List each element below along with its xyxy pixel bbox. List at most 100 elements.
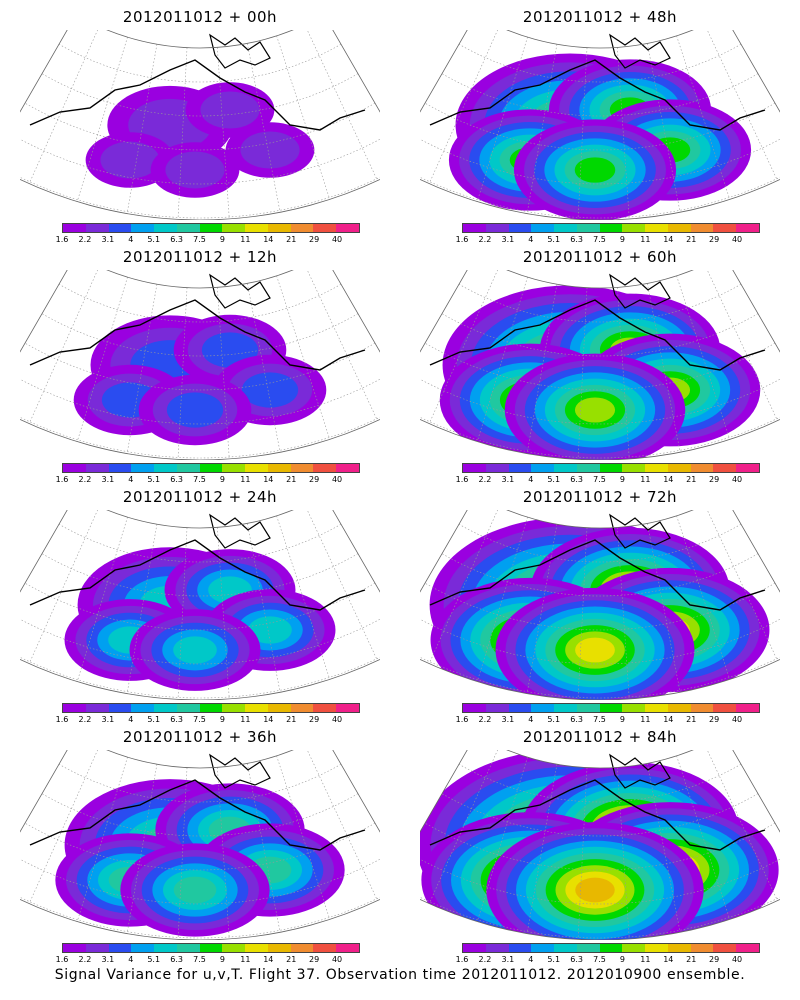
colorbar-swatch xyxy=(154,224,177,232)
colorbar-tick-label: 9 xyxy=(619,955,625,964)
colorbar-swatch xyxy=(622,464,646,472)
coastline xyxy=(429,59,766,131)
colorbar-tick-label: 40 xyxy=(731,235,743,244)
colorbar-swatch xyxy=(313,944,337,952)
colorbar-swatch xyxy=(222,944,246,952)
colorbar-swatch xyxy=(690,704,714,712)
colorbar-swatch xyxy=(176,224,200,232)
coastline xyxy=(429,779,766,851)
colorbar-tick-label: 5.1 xyxy=(547,715,561,724)
colorbar-tick-label: 29 xyxy=(309,235,320,244)
colorbar-swatch xyxy=(622,224,646,232)
forecast-map xyxy=(420,510,780,700)
panel-84h: 2012011012 + 84h 1.6 2.2 3.1 4 5.1 6.3 7.5 9 11 1… xyxy=(400,720,800,965)
colorbar-tick-label: 6.3 xyxy=(170,715,183,724)
colorbar-swatch xyxy=(599,944,623,952)
panel-title: 2012011012 + 84h xyxy=(522,728,678,746)
panel-36h: 2012011012 + 36h 1.6 2.2 3.1 4 5.1 6.3 7.5 9 11 1… xyxy=(0,720,400,965)
colorbar-tick-label: 40 xyxy=(331,475,343,484)
panel-60h: 2012011012 + 60h 1.6 2.2 3.1 4 5.1 6.3 7.5 9 11 1… xyxy=(400,240,800,485)
variance-field xyxy=(448,53,752,220)
colorbar-swatch xyxy=(131,224,155,232)
graticule xyxy=(420,750,780,940)
variance-field xyxy=(55,779,345,937)
colorbar-tick-label: 14 xyxy=(663,715,674,724)
map-boundary xyxy=(20,270,380,460)
forecast-map xyxy=(20,30,380,220)
colorbar-swatch xyxy=(645,944,668,952)
colorbar-swatch xyxy=(736,944,759,952)
colorbar-tick-label: 4 xyxy=(528,475,534,484)
colorbar-swatch xyxy=(199,704,223,712)
colorbar-swatch xyxy=(736,464,759,472)
colorbar-swatch xyxy=(667,224,691,232)
variance-contour xyxy=(165,151,225,189)
colorbar-tick-label: 11 xyxy=(640,715,651,724)
colorbar-tick-label: 21 xyxy=(286,715,297,724)
colorbar-swatch xyxy=(667,704,691,712)
colorbar-tick-label: 1.6 xyxy=(455,715,469,724)
colorbar-tick-label: 2.2 xyxy=(78,475,92,484)
colorbar-swatch xyxy=(267,944,291,952)
colorbar-tick-label: 1.6 xyxy=(455,475,469,484)
colorbar-tick-label: 14 xyxy=(263,715,274,724)
variance-contour xyxy=(173,636,217,664)
colorbar-tick-label: 3.1 xyxy=(501,475,515,484)
colorbar-tick-label: 5.1 xyxy=(147,235,161,244)
colorbar-tick-label: 4 xyxy=(128,235,134,244)
arctic-islands xyxy=(209,273,271,309)
colorbar-swatch xyxy=(599,224,623,232)
colorbar-tick-label: 11 xyxy=(240,475,251,484)
colorbar-tick-label: 4 xyxy=(128,475,134,484)
colorbar-tick-label: 5.1 xyxy=(547,235,561,244)
colorbar-tick-label: 40 xyxy=(331,235,343,244)
colorbar-tick-label: 11 xyxy=(240,955,251,964)
colorbar-swatch xyxy=(199,224,223,232)
colorbar-swatch xyxy=(267,704,291,712)
colorbar-swatch xyxy=(313,704,337,712)
colorbar-tick-label: 1.6 xyxy=(55,475,69,484)
colorbar-swatch xyxy=(690,944,714,952)
arctic-islands xyxy=(209,513,271,549)
colorbar-tick-label: 14 xyxy=(263,475,274,484)
variance-field xyxy=(429,517,770,700)
colorbar-tick-label: 4 xyxy=(528,955,534,964)
arctic-islands xyxy=(609,273,671,309)
colorbar-tick-label: 7.5 xyxy=(193,235,206,244)
panel-title: 2012011012 + 24h xyxy=(122,488,278,506)
colorbar-ticks: 1.6 2.2 3.1 4 5.1 6.3 7.5 9 11 14 21 29 40 xyxy=(456,715,760,725)
map-boundary xyxy=(420,270,780,460)
colorbar-tick-label: 29 xyxy=(709,235,720,244)
colorbar-swatch xyxy=(485,464,509,472)
colorbar-tick-label: 4 xyxy=(128,715,134,724)
figure-caption: Signal Variance for u,v,T. Flight 37. Ob… xyxy=(54,967,746,983)
colorbar-swatch xyxy=(485,944,509,952)
colorbar-tick-label: 5.1 xyxy=(147,955,161,964)
colorbar-tick-label: 40 xyxy=(731,955,743,964)
graticule xyxy=(20,270,380,460)
colorbar-tick-label: 3.1 xyxy=(101,955,115,964)
colorbar-tick-label: 21 xyxy=(686,475,697,484)
colorbar xyxy=(462,703,760,713)
variance-field xyxy=(73,314,327,446)
colorbar-swatch xyxy=(85,944,109,952)
graticule xyxy=(20,750,380,940)
variance-contour xyxy=(100,141,160,179)
colorbar-swatch xyxy=(576,464,600,472)
colorbar-tick-label: 1.6 xyxy=(55,955,69,964)
colorbar-tick-label: 40 xyxy=(731,715,743,724)
colorbar-tick-label: 11 xyxy=(240,715,251,724)
colorbar-swatch xyxy=(154,944,177,952)
colorbar-tick-label: 5.1 xyxy=(547,475,561,484)
variance-contour xyxy=(575,877,615,903)
arctic-islands xyxy=(209,753,271,789)
colorbar-tick-label: 29 xyxy=(309,955,320,964)
colorbar-swatch xyxy=(576,944,600,952)
coastline xyxy=(29,779,366,851)
colorbar-swatch xyxy=(531,944,555,952)
colorbar-swatch xyxy=(485,704,509,712)
colorbar-swatch xyxy=(554,224,577,232)
coastline xyxy=(429,539,766,611)
colorbar-swatch xyxy=(108,944,132,952)
colorbar-tick-label: 9 xyxy=(219,955,225,964)
